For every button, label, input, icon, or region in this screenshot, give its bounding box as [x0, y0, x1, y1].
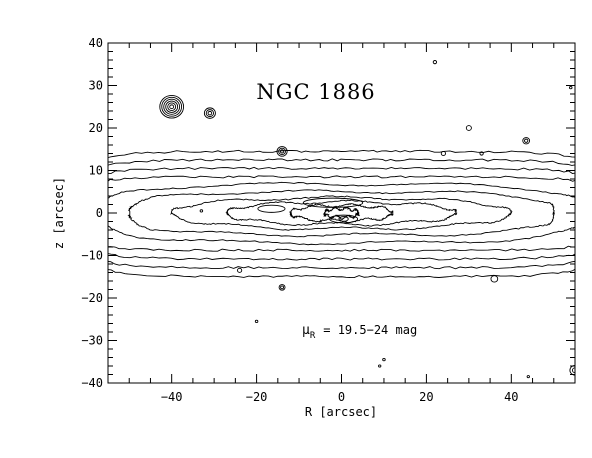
- y-axis-label: z [arcsec]: [52, 177, 66, 249]
- star-source-contour: [203, 107, 216, 119]
- star-source-contour: [254, 319, 259, 324]
- surface-brightness-annotation: μR = 19.5−24 mag: [302, 323, 417, 341]
- mu-symbol: μ: [302, 323, 310, 338]
- galaxy-isophote: [108, 181, 575, 246]
- y-tick-label: 10: [89, 164, 103, 178]
- star-source-contour: [569, 364, 575, 376]
- star-source-contour: [280, 285, 284, 290]
- y-tick-label: 40: [89, 36, 103, 50]
- galaxy-isophote: [108, 166, 575, 261]
- galaxy-isophote: [225, 199, 458, 227]
- x-tick-label: −20: [246, 390, 268, 404]
- galaxy-isophote: [289, 202, 394, 224]
- y-tick-label: 0: [96, 206, 103, 220]
- y-tick-label: 30: [89, 79, 103, 93]
- x-tick-label: −40: [161, 390, 183, 404]
- star-source-contour: [569, 85, 573, 90]
- galaxy-isophote: [322, 205, 361, 221]
- star-source-contour: [159, 94, 185, 119]
- star-source-contour: [490, 275, 499, 283]
- star-source-contour: [465, 125, 472, 131]
- star-source-contour: [479, 151, 484, 156]
- star-source-contour: [524, 138, 529, 143]
- star-source-contour: [278, 284, 286, 291]
- star-source-contour: [522, 137, 531, 145]
- star-source-contour: [440, 151, 446, 156]
- star-source-contour: [167, 102, 177, 111]
- y-tick-label: 20: [89, 121, 103, 135]
- nucleus-isophote: [329, 214, 359, 224]
- y-tick-label: −30: [81, 334, 103, 348]
- y-tick-label: −20: [81, 291, 103, 305]
- x-tick-label: 20: [419, 390, 433, 404]
- mu-subscript: R: [310, 331, 316, 341]
- galaxy-isophote: [108, 175, 575, 252]
- star-source-contour: [161, 96, 183, 117]
- isophote-contours: [108, 60, 575, 379]
- y-tick-label: −10: [81, 249, 103, 263]
- tick-labels: −40 −20 0 20 40 −40 −30 −20 −10 0 10 20 30 40: [81, 36, 518, 404]
- star-source-contour: [432, 60, 438, 65]
- x-tick-label: 40: [504, 390, 518, 404]
- galaxy-isophote: [108, 158, 575, 270]
- galaxy-isophote: [170, 195, 513, 231]
- x-axis-label: R [arcsec]: [305, 405, 377, 419]
- star-source-contour: [207, 110, 213, 116]
- galaxy-name-title: NGC 1886: [256, 80, 375, 104]
- star-source-contour: [199, 209, 204, 213]
- nucleus-isophote: [338, 216, 349, 222]
- mu-value: = 19.5−24 mag: [323, 323, 417, 337]
- y-tick-label: −40: [81, 376, 103, 390]
- star-source-contour: [279, 149, 285, 154]
- axis-ticks: [107, 42, 576, 384]
- star-source-contour: [237, 267, 243, 273]
- star-source-contour: [526, 375, 530, 379]
- star-source-contour: [205, 109, 215, 118]
- star-source-contour: [382, 357, 386, 362]
- star-source-contour: [378, 364, 382, 368]
- x-tick-label: 0: [338, 390, 345, 404]
- inner-knot-isophote: [257, 204, 286, 213]
- star-source-contour: [276, 146, 288, 157]
- star-source-contour: [169, 104, 175, 110]
- star-source-contour: [163, 98, 181, 115]
- star-source-contour: [278, 147, 286, 156]
- star-source-contour: [165, 100, 179, 113]
- inner-knot-isophote: [302, 197, 364, 208]
- galaxy-isophote: [127, 189, 555, 238]
